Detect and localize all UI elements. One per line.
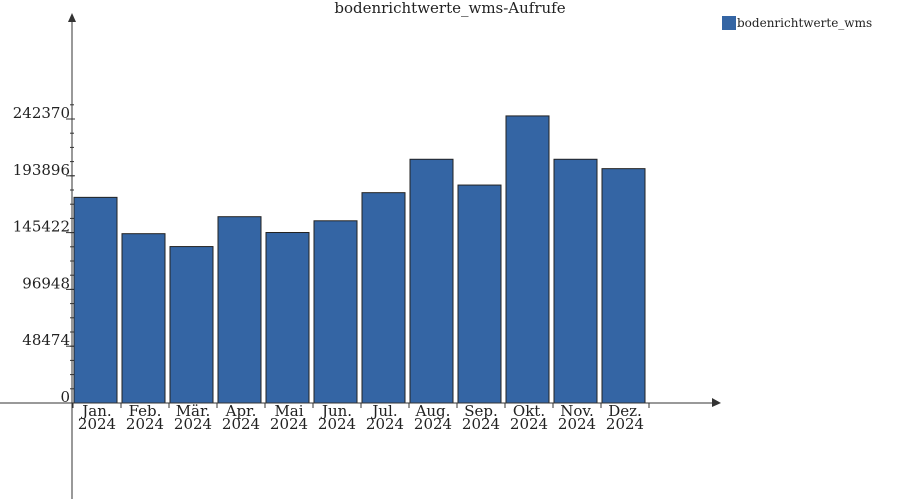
legend-label: bodenrichtwerte_wms: [737, 16, 872, 30]
bars: [73, 115, 646, 404]
x-tick-label: 2024: [558, 415, 596, 433]
x-tick-label: Dez.: [608, 402, 642, 420]
bar-nov: [553, 158, 598, 404]
x-tick-label: 2024: [174, 415, 212, 433]
x-tick-label: 2024: [462, 415, 500, 433]
x-tick-label: 2024: [318, 415, 356, 433]
x-tick-label: Aug.: [415, 402, 451, 420]
x-tick-label: Jun.: [320, 402, 352, 420]
x-tick-label: Mai: [274, 402, 303, 420]
x-tick-label: 2024: [126, 415, 164, 433]
legend: bodenrichtwerte_wms: [722, 16, 872, 30]
y-tick-label: 193896: [13, 161, 70, 179]
x-tick-label: Nov.: [560, 402, 594, 420]
bar-jul: [361, 192, 406, 404]
x-tick-label: Mär.: [176, 402, 211, 420]
y-tick-label: 0: [60, 388, 70, 406]
bar-feb: [121, 233, 166, 404]
bar-dez: [601, 168, 646, 404]
bar-mär: [169, 246, 214, 404]
x-tick-label: 2024: [510, 415, 548, 433]
x-tick-label: 2024: [78, 415, 116, 433]
x-tick-label: 2024: [414, 415, 452, 433]
x-tick-label: Jan.: [80, 402, 111, 420]
y-tick-label: 48474: [22, 331, 70, 349]
y-tick-label: 242370: [13, 104, 70, 122]
bar-aug: [409, 158, 454, 404]
x-tick-label: Okt.: [513, 402, 545, 420]
x-tick-label: 2024: [366, 415, 404, 433]
y-tick-label: 96948: [22, 274, 70, 292]
x-tick-label: Apr.: [225, 402, 257, 420]
y-tick-label: 145422: [13, 218, 70, 236]
x-tick-label: Sep.: [464, 402, 498, 420]
chart-title: bodenrichtwerte_wms-Aufrufe: [334, 0, 565, 17]
x-tick-label: 2024: [222, 415, 260, 433]
y-axis-arrow: [68, 13, 76, 22]
bar-apr: [217, 216, 262, 404]
x-tick-label: Jul.: [370, 402, 397, 420]
bar-okt: [505, 115, 550, 404]
x-axis-arrow: [712, 398, 721, 407]
bar-jan: [73, 196, 118, 404]
bar-mai: [265, 232, 310, 404]
x-tick-label: 2024: [606, 415, 644, 433]
bar-jun: [313, 220, 358, 404]
bar-sep: [457, 184, 502, 404]
x-tick-label: 2024: [270, 415, 308, 433]
legend-swatch: [722, 16, 736, 30]
y-axis-ticks: 0 48474 96948 145422 193896 242370: [13, 104, 75, 406]
x-tick-label: Feb.: [129, 402, 162, 420]
x-axis-ticks: Jan.2024Feb.2024Mär.2024Apr.2024Mai2024J…: [72, 402, 650, 433]
